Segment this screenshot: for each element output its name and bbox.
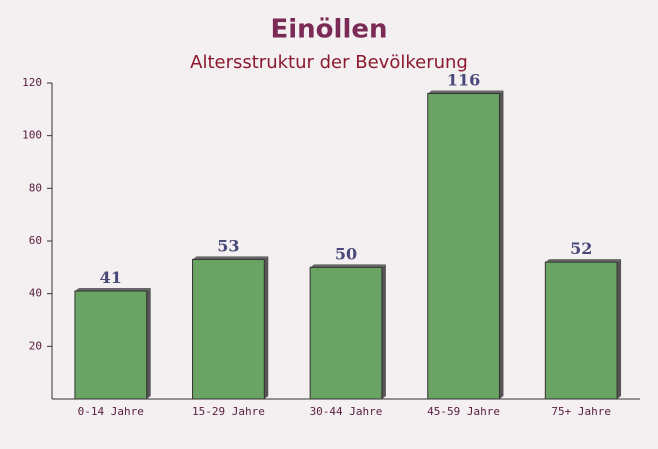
bar bbox=[192, 258, 265, 400]
value-label: 50 bbox=[335, 244, 357, 263]
bar-shadow bbox=[264, 256, 269, 399]
bar-shadow bbox=[146, 288, 151, 399]
chart-title: Einöllen bbox=[270, 15, 387, 45]
value-label: 53 bbox=[217, 236, 239, 255]
bar-shadow bbox=[381, 264, 386, 399]
y-tick-label: 60 bbox=[29, 234, 42, 247]
bar-shadow bbox=[499, 90, 504, 400]
bar bbox=[309, 266, 383, 400]
value-label: 116 bbox=[447, 71, 480, 90]
y-tick-label: 80 bbox=[29, 181, 42, 194]
y-tick-label: 100 bbox=[22, 129, 42, 142]
x-tick-label: 45-59 Jahre bbox=[427, 405, 500, 418]
y-tick-label: 120 bbox=[22, 76, 42, 89]
bar-shadow bbox=[617, 259, 622, 399]
y-tick-label: 40 bbox=[29, 287, 42, 300]
value-label: 52 bbox=[570, 239, 592, 258]
chart-subtitle: Altersstruktur der Bevölkerung bbox=[190, 52, 468, 73]
bar-shadow bbox=[545, 259, 622, 263]
y-tick-label: 20 bbox=[29, 339, 42, 352]
bar bbox=[74, 290, 148, 400]
bar-shadow bbox=[74, 288, 151, 292]
x-tick-label: 75+ Jahre bbox=[551, 405, 611, 418]
x-tick-label: 15-29 Jahre bbox=[192, 405, 265, 418]
value-label: 41 bbox=[100, 268, 122, 287]
bar-shadow bbox=[427, 90, 504, 94]
x-tick-label: 30-44 Jahre bbox=[310, 405, 383, 418]
bar-shadow bbox=[192, 256, 269, 260]
x-tick-label: 0-14 Jahre bbox=[78, 405, 144, 418]
bar bbox=[427, 93, 500, 400]
bar-shadow bbox=[310, 264, 386, 268]
bar bbox=[544, 261, 618, 400]
